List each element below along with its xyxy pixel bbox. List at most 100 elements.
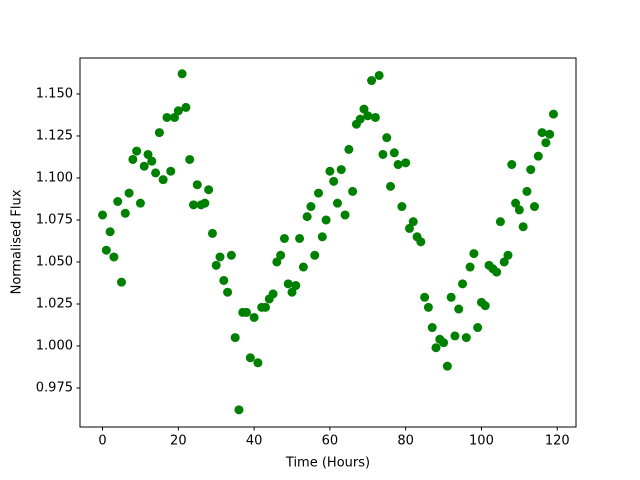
point (260, 302, 270, 312)
point (446, 292, 456, 302)
point (317, 232, 327, 242)
point (367, 76, 377, 86)
point (223, 287, 233, 297)
point (310, 250, 320, 260)
point (541, 138, 551, 148)
point (507, 160, 517, 170)
point (230, 333, 240, 343)
point (287, 287, 297, 297)
point (439, 338, 449, 348)
point (461, 333, 471, 343)
point (207, 228, 217, 238)
plot-frame (79, 57, 577, 428)
point (219, 275, 229, 285)
point (177, 69, 187, 79)
point (492, 267, 502, 277)
point (454, 304, 464, 314)
y-tick-label: 1.025 (36, 297, 73, 312)
point (211, 260, 221, 270)
point (336, 165, 346, 175)
point (139, 161, 149, 171)
point (188, 200, 198, 210)
point (514, 205, 524, 215)
point (295, 233, 305, 243)
point (109, 252, 119, 262)
point (503, 250, 513, 260)
point (116, 277, 126, 287)
point (495, 217, 505, 227)
point (420, 292, 430, 302)
y-tick-label: 0.975 (36, 381, 73, 396)
point (200, 198, 210, 208)
point (242, 307, 252, 317)
point (397, 202, 407, 212)
point (192, 180, 202, 190)
point (363, 111, 373, 121)
point (306, 202, 316, 212)
point (458, 279, 468, 289)
x-tick-label: 120 (545, 434, 570, 449)
y-axis-label: Normalised Flux (10, 189, 25, 294)
point (431, 343, 441, 353)
point (173, 106, 183, 116)
point (124, 188, 134, 198)
point (135, 198, 145, 208)
point (101, 245, 111, 255)
point (344, 144, 354, 154)
point (120, 208, 130, 218)
point (314, 188, 324, 198)
point (98, 210, 108, 220)
point (355, 114, 365, 124)
point (283, 279, 293, 289)
y-tick-label: 1.100 (36, 170, 73, 185)
point (533, 151, 543, 161)
point (548, 109, 558, 119)
point (522, 186, 532, 196)
y-tick-label: 1.125 (36, 128, 73, 143)
point (473, 323, 483, 333)
point (245, 353, 255, 363)
point (166, 166, 176, 176)
point (378, 149, 388, 159)
x-axis-label: Time (Hours) (285, 456, 370, 471)
point (386, 181, 396, 191)
point (276, 250, 286, 260)
point (518, 222, 528, 232)
point (113, 197, 123, 206)
point (370, 112, 380, 122)
point (143, 149, 153, 159)
point (526, 165, 536, 175)
point (226, 250, 236, 260)
point (279, 233, 289, 243)
point (268, 289, 278, 299)
point (291, 281, 301, 291)
point (332, 198, 342, 208)
y-tick-label: 1.000 (36, 339, 73, 354)
x-tick-label: 40 (246, 434, 263, 449)
point (105, 227, 115, 237)
point (272, 257, 282, 267)
point (128, 154, 138, 164)
point (465, 262, 475, 272)
point (234, 405, 244, 415)
point (302, 212, 312, 222)
point (530, 202, 540, 212)
y-tick-label: 1.050 (36, 254, 73, 269)
x-tick-label: 0 (98, 434, 106, 449)
point (408, 217, 418, 227)
point (158, 175, 168, 185)
point (499, 257, 509, 267)
point (249, 312, 259, 322)
point (215, 252, 225, 262)
point (401, 158, 411, 168)
point (416, 237, 426, 247)
x-tick-label: 20 (170, 434, 187, 449)
point (204, 185, 214, 195)
point (348, 186, 358, 196)
point (389, 148, 399, 158)
point (185, 154, 195, 164)
point (545, 129, 555, 139)
point (253, 358, 263, 368)
point (298, 262, 308, 272)
